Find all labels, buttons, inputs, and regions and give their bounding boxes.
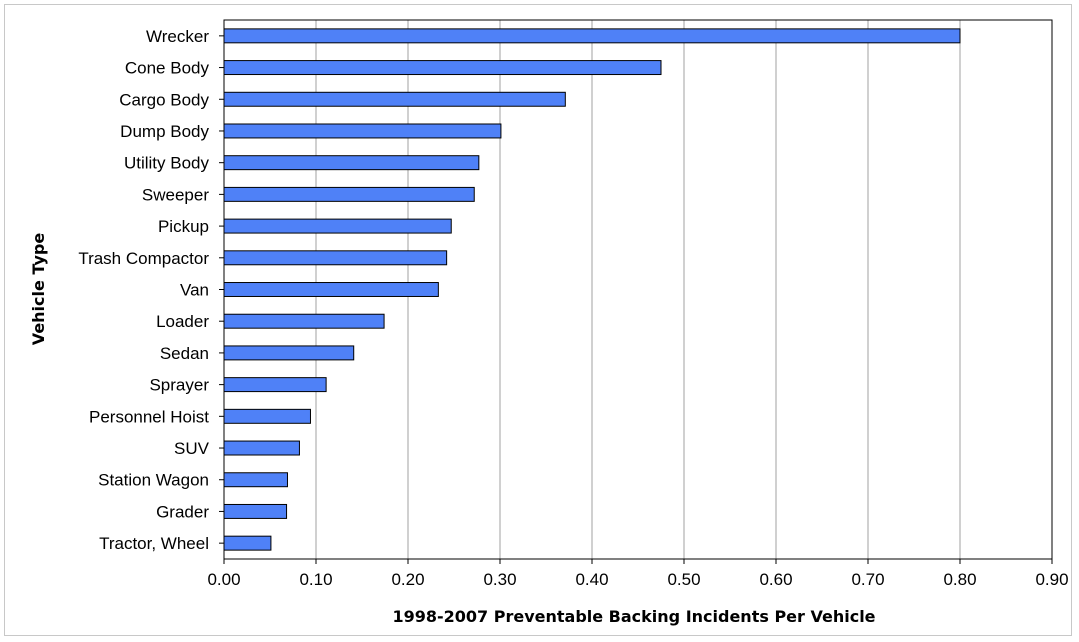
category-label: Cone Body: [125, 59, 210, 78]
x-tick-label: 0.10: [299, 570, 332, 589]
bar: [223, 28, 961, 44]
x-axis-title: 1998-2007 Preventable Backing Incidents …: [392, 607, 875, 626]
category-label: Pickup: [158, 217, 209, 236]
axes: [219, 19, 1053, 564]
x-tick-label: 0.80: [943, 570, 976, 589]
x-tick-label: 0.00: [207, 570, 240, 589]
plot-area-border: [223, 19, 1053, 560]
category-label: Utility Body: [124, 154, 210, 173]
bar: [223, 60, 662, 76]
x-tick-label: 0.20: [391, 570, 424, 589]
category-label: Sprayer: [149, 376, 209, 395]
x-tick-label: 0.60: [759, 570, 792, 589]
bar: [223, 535, 272, 551]
category-label: Cargo Body: [119, 90, 209, 109]
category-label: Trash Compactor: [78, 249, 209, 268]
bar: [223, 218, 452, 234]
bar: [223, 377, 327, 393]
bar: [223, 155, 480, 171]
bars: [223, 28, 961, 551]
y-axis-title: Vehicle Type: [29, 233, 48, 346]
x-tick-label: 0.70: [851, 570, 884, 589]
category-label: Station Wagon: [98, 471, 209, 490]
category-label: Sedan: [160, 344, 209, 363]
category-label: Sweeper: [142, 185, 209, 204]
x-tick-label: 0.50: [667, 570, 700, 589]
category-label: Dump Body: [120, 122, 209, 141]
chart-frame: [4, 4, 1072, 636]
bar: [223, 91, 566, 107]
bar: [223, 503, 288, 519]
category-label: SUV: [174, 439, 210, 458]
category-label: Personnel Hoist: [89, 407, 209, 426]
category-label: Grader: [156, 502, 209, 521]
bar: [223, 408, 311, 424]
bar: [223, 472, 288, 488]
category-label: Van: [180, 281, 209, 300]
bar: [223, 250, 448, 266]
bar: [223, 345, 355, 361]
bar: [223, 440, 300, 456]
bar: [223, 313, 385, 329]
x-tick-label: 0.30: [483, 570, 516, 589]
category-label: Wrecker: [146, 27, 209, 46]
bar: [223, 282, 439, 297]
bar: [223, 123, 502, 139]
bar: [223, 186, 475, 202]
x-tick-label: 0.90: [1035, 570, 1068, 589]
category-labels: Wrecker Cone Body Cargo Body Dump Body Utili…: [78, 27, 209, 553]
x-tick-labels: 0.00 0.10 0.20 0.30 0.40 0.50 0.60 0.70 0.80 0.90: [207, 570, 1068, 589]
category-label: Tractor, Wheel: [99, 534, 209, 553]
x-tick-label: 0.40: [575, 570, 608, 589]
category-label: Loader: [156, 312, 209, 331]
